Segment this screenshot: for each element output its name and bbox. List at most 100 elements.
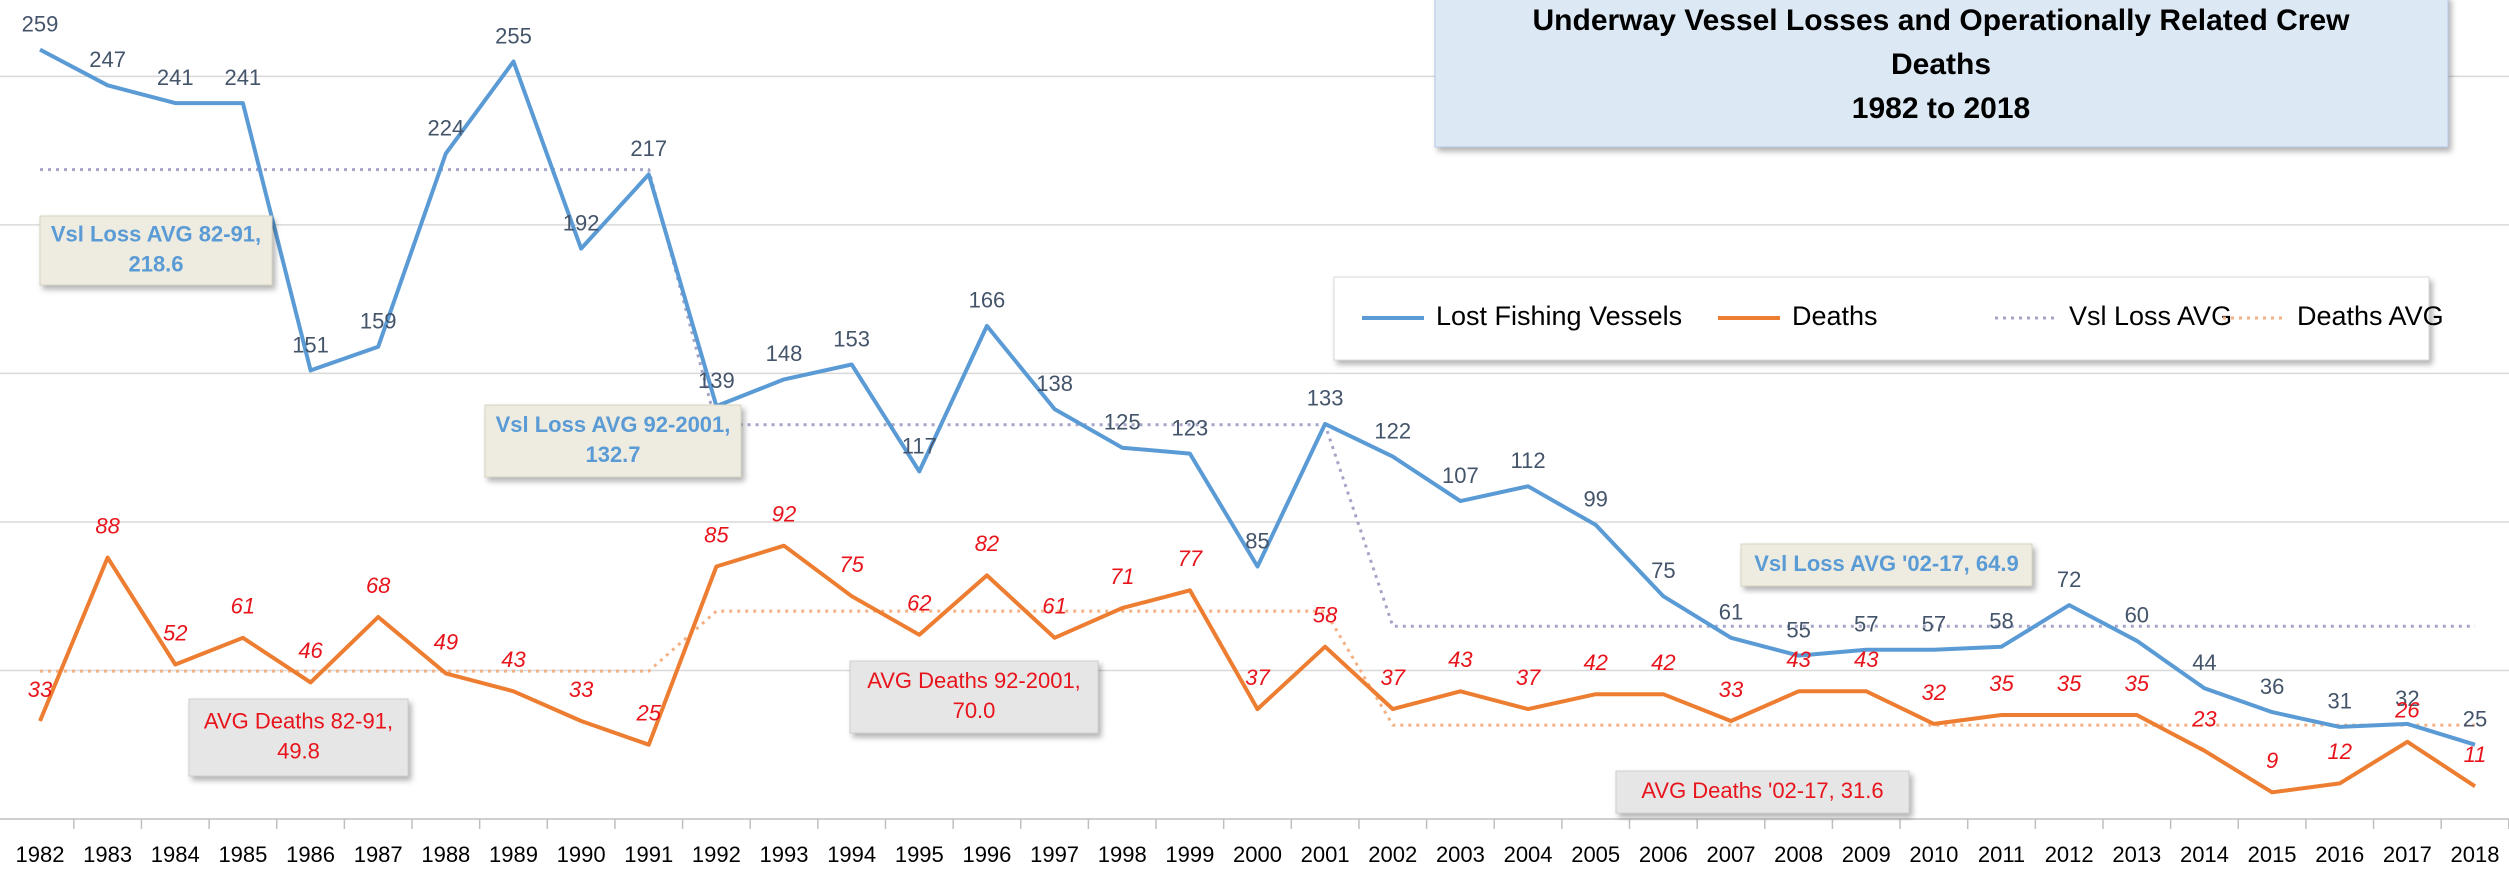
legend-box <box>1333 276 2430 361</box>
annotation-box <box>849 660 1099 734</box>
data-label: 44 <box>2192 650 2216 675</box>
annotation-box <box>39 215 273 286</box>
x-tick-label: 2008 <box>1774 842 1823 867</box>
data-label: 71 <box>1110 564 1134 589</box>
x-tick-label: 2014 <box>2180 842 2229 867</box>
data-label: 61 <box>231 594 255 619</box>
data-label: 37 <box>1516 665 1541 690</box>
x-tick-label: 2016 <box>2315 842 2364 867</box>
data-label: 33 <box>569 677 594 702</box>
x-tick-label: 2010 <box>1909 842 1958 867</box>
data-label: 77 <box>1178 546 1203 571</box>
annotation-text: 49.8 <box>277 738 320 763</box>
data-label: 75 <box>839 552 864 577</box>
data-label: 52 <box>163 620 187 645</box>
data-label: 58 <box>1989 609 2013 634</box>
data-label: 43 <box>1854 647 1879 672</box>
data-label: 32 <box>2395 686 2419 711</box>
data-label: 57 <box>1854 611 1878 636</box>
x-tick-label: 2002 <box>1368 842 1417 867</box>
data-label: 57 <box>1922 611 1946 636</box>
x-tick-label: 2005 <box>1571 842 1620 867</box>
data-label: 99 <box>1583 487 1607 512</box>
data-label: 123 <box>1172 415 1209 440</box>
data-label: 139 <box>698 368 735 393</box>
data-label: 33 <box>28 677 53 702</box>
data-label: 107 <box>1442 463 1479 488</box>
data-label: 35 <box>1989 671 2014 696</box>
x-tick-label: 2018 <box>2451 842 2500 867</box>
data-label: 72 <box>2057 567 2081 592</box>
x-tick-label: 1999 <box>1165 842 1214 867</box>
data-label: 60 <box>2125 603 2149 628</box>
x-tick-label: 1997 <box>1030 842 1079 867</box>
data-label: 241 <box>157 65 194 90</box>
x-tick-label: 1989 <box>489 842 538 867</box>
x-tick-label: 2009 <box>1842 842 1891 867</box>
x-tick-label: 2001 <box>1301 842 1350 867</box>
data-label: 11 <box>2464 742 2487 767</box>
x-tick-label: 1998 <box>1098 842 1147 867</box>
data-label: 33 <box>1719 677 1744 702</box>
data-label: 68 <box>366 573 391 598</box>
data-label: 259 <box>22 11 59 36</box>
x-tick-label: 1996 <box>962 842 1011 867</box>
data-label: 31 <box>2327 689 2351 714</box>
data-label: 122 <box>1374 418 1411 443</box>
data-label: 159 <box>360 308 397 333</box>
data-label: 55 <box>1786 617 1810 642</box>
series-line <box>39 47 2476 747</box>
annotation-text: 70.0 <box>953 698 996 723</box>
data-label: 82 <box>975 531 999 556</box>
x-tick-label: 2015 <box>2248 842 2297 867</box>
x-tick-label: 1992 <box>692 842 741 867</box>
x-tick-label: 1991 <box>624 842 673 867</box>
data-label: 166 <box>969 288 1006 313</box>
data-label: 112 <box>1511 448 1546 473</box>
x-tick-label: 2006 <box>1639 842 1688 867</box>
data-label: 75 <box>1651 558 1675 583</box>
data-label: 125 <box>1104 409 1141 434</box>
data-label: 217 <box>630 136 667 161</box>
data-label: 49 <box>434 629 458 654</box>
annotation-text: AVG Deaths 92-2001, <box>867 668 1081 693</box>
data-label: 43 <box>501 647 526 672</box>
x-tick-label: 2011 <box>1978 842 2025 867</box>
annotation-text: AVG Deaths '02-17, 31.6 <box>1641 778 1883 803</box>
data-label: 36 <box>2260 674 2284 699</box>
data-label: 192 <box>563 210 600 235</box>
x-tick-label: 1982 <box>16 842 65 867</box>
average-line <box>40 168 2475 628</box>
x-tick-label: 1994 <box>827 842 876 867</box>
data-label: 153 <box>833 326 870 351</box>
data-label: 42 <box>1651 650 1675 675</box>
data-label: 12 <box>2327 739 2351 764</box>
annotation-text: 132.7 <box>585 442 640 467</box>
data-label: 224 <box>427 115 464 140</box>
x-tick-label: 1985 <box>218 842 267 867</box>
data-label: 133 <box>1307 386 1344 411</box>
data-label: 255 <box>495 23 532 48</box>
legend-label: Vsl Loss AVG <box>2069 301 2232 331</box>
data-label: 92 <box>772 502 796 527</box>
data-label: 138 <box>1036 371 1073 396</box>
legend-label: Deaths <box>1792 301 1878 331</box>
data-label: 148 <box>766 341 803 366</box>
annotation-box <box>188 698 409 777</box>
x-tick-label: 1986 <box>286 842 335 867</box>
data-label: 241 <box>225 65 262 90</box>
x-tick-label: 2012 <box>2045 842 2094 867</box>
x-tick-label: 2017 <box>2383 842 2432 867</box>
annotation-text: Vsl Loss AVG '02-17, 64.9 <box>1754 551 2018 576</box>
data-label: 43 <box>1786 647 1811 672</box>
data-label: 42 <box>1583 650 1607 675</box>
data-label: 23 <box>2191 706 2217 731</box>
data-label: 58 <box>1313 603 1338 628</box>
data-label: 62 <box>907 591 931 616</box>
annotation-text: Vsl Loss AVG 82-91, <box>51 221 261 246</box>
annotation-box <box>1615 770 1910 814</box>
annotation-text: AVG Deaths 82-91, <box>204 708 393 733</box>
x-tick-label: 2003 <box>1436 842 1485 867</box>
chart-title: Deaths <box>1891 48 1991 81</box>
